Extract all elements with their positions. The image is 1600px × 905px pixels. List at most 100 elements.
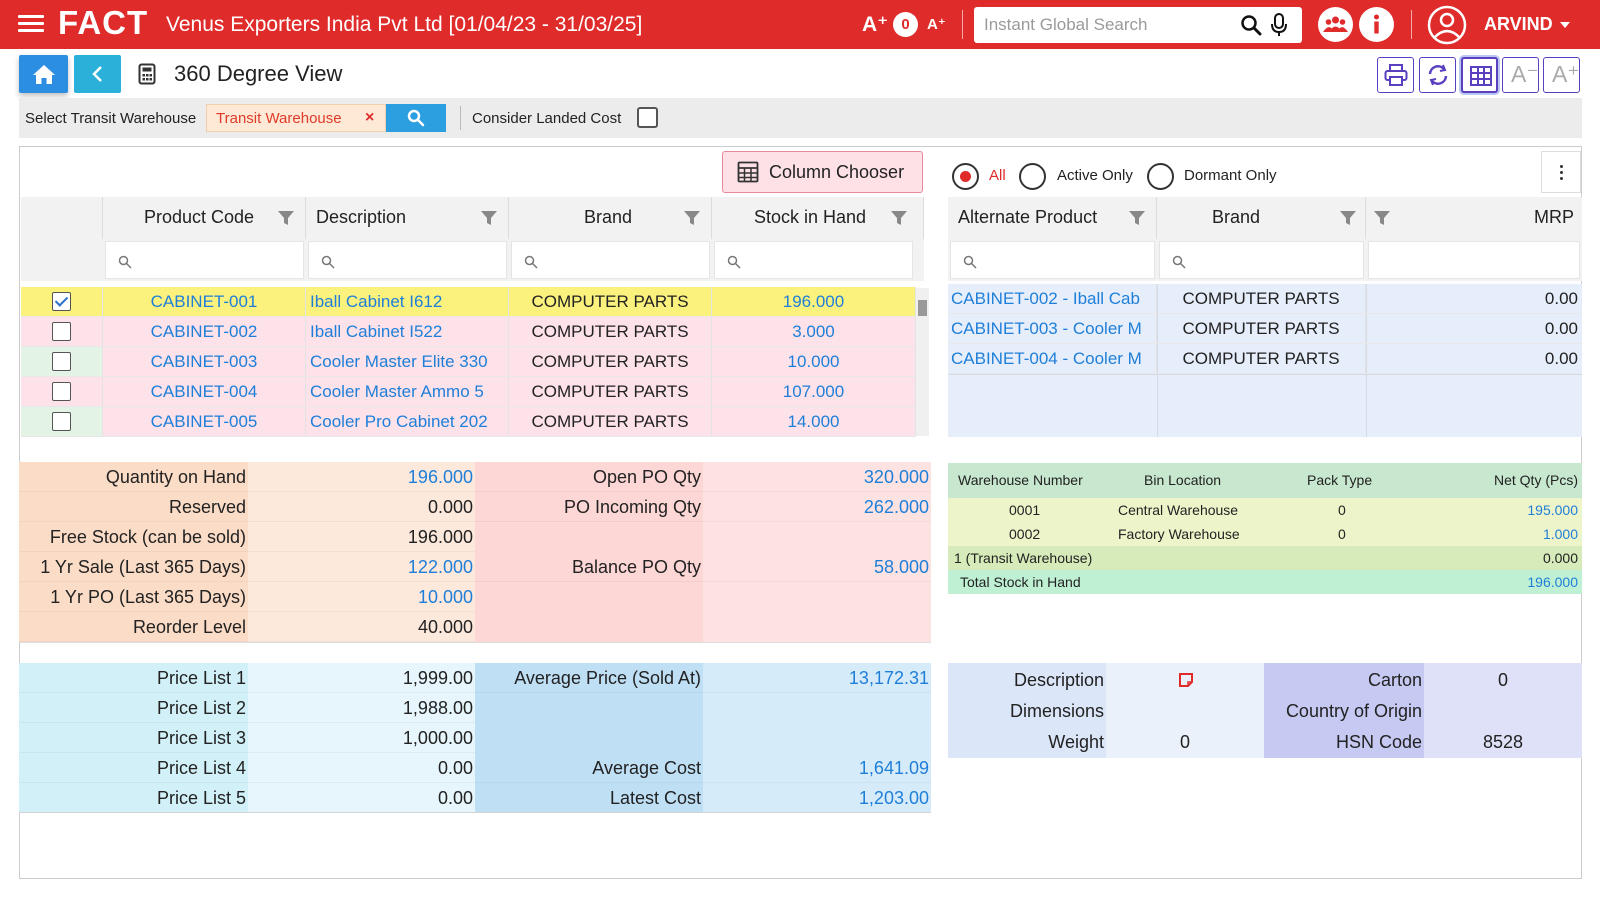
row-checkbox[interactable]: [52, 322, 71, 341]
radio-dormant-only-label[interactable]: Dormant Only: [1184, 167, 1277, 184]
radio-all-label[interactable]: All: [989, 167, 1006, 184]
product-code-cell[interactable]: CABINET-005: [103, 407, 306, 437]
product-code-header[interactable]: Product Code: [103, 197, 306, 239]
product-code-cell[interactable]: CABINET-001: [103, 287, 306, 317]
stock-cell[interactable]: 196.000: [712, 287, 916, 317]
note-icon[interactable]: [1178, 672, 1194, 688]
alt-brand-header[interactable]: Brand: [1157, 197, 1366, 239]
info-icon[interactable]: [1359, 7, 1394, 42]
filter-icon[interactable]: [890, 209, 908, 227]
stock-cell[interactable]: 107.000: [712, 377, 916, 407]
yr-po-label: 1 Yr PO (Last 365 Days): [19, 582, 248, 612]
description-cell[interactable]: Cooler Master Ammo 5: [306, 377, 509, 407]
grid-scrollbar[interactable]: [916, 288, 929, 436]
search-icon[interactable]: [1240, 14, 1262, 36]
row-checkbox[interactable]: [52, 382, 71, 401]
filter-icon[interactable]: [1339, 209, 1357, 227]
stock-filter-input[interactable]: [714, 241, 913, 279]
table-row[interactable]: CABINET-004 - Cooler M COMPUTER PARTS 0.…: [948, 344, 1582, 374]
description-cell[interactable]: Cooler Pro Cabinet 202: [306, 407, 509, 437]
mrp-filter-input[interactable]: [1368, 241, 1580, 279]
stock-in-hand-header[interactable]: Stock in Hand: [712, 197, 924, 239]
back-button[interactable]: [74, 55, 121, 93]
table-row[interactable]: CABINET-001 Iball Cabinet I612 COMPUTER …: [21, 287, 916, 317]
average-price-value[interactable]: 13,172.31: [703, 663, 931, 693]
hamburger-menu-icon[interactable]: [18, 12, 44, 36]
transit-warehouse-field[interactable]: Transit Warehouse ×: [206, 104, 386, 132]
print-button[interactable]: [1377, 57, 1414, 93]
scrollbar-thumb[interactable]: [918, 300, 927, 316]
table-row[interactable]: CABINET-005 Cooler Pro Cabinet 202 COMPU…: [21, 407, 916, 437]
chevron-down-icon[interactable]: [1560, 22, 1570, 28]
yr-po-value[interactable]: 10.000: [248, 582, 475, 612]
table-row[interactable]: CABINET-002 - Iball Cab COMPUTER PARTS 0…: [948, 284, 1582, 314]
brand-header[interactable]: Brand: [509, 197, 712, 239]
user-avatar-icon[interactable]: [1427, 5, 1467, 45]
open-po-value[interactable]: 320.000: [703, 462, 931, 492]
filter-icon[interactable]: [1373, 209, 1391, 227]
filter-icon[interactable]: [480, 209, 498, 227]
table-row[interactable]: CABINET-003 Cooler Master Elite 330 COMP…: [21, 347, 916, 377]
product-code-cell[interactable]: CABINET-003: [103, 347, 306, 377]
alternate-product-header[interactable]: Alternate Product: [948, 197, 1157, 239]
alt-product-cell[interactable]: CABINET-004 - Cooler M: [948, 344, 1157, 374]
search-icon: [1172, 255, 1186, 269]
radio-active-only-label[interactable]: Active Only: [1057, 167, 1133, 184]
clear-icon[interactable]: ×: [365, 109, 375, 126]
alt-product-filter-input[interactable]: [950, 241, 1155, 279]
home-button[interactable]: [19, 55, 68, 93]
description-cell[interactable]: Iball Cabinet I612: [306, 287, 509, 317]
row-checkbox[interactable]: [52, 412, 71, 431]
radio-all[interactable]: [952, 163, 979, 190]
microphone-icon[interactable]: [1270, 13, 1288, 37]
description-cell[interactable]: Iball Cabinet I522: [306, 317, 509, 347]
filter-icon[interactable]: [683, 209, 701, 227]
grid-view-button[interactable]: [1461, 57, 1498, 93]
brand-cell: COMPUTER PARTS: [509, 407, 712, 437]
stock-cell[interactable]: 10.000: [712, 347, 916, 377]
product-code-cell[interactable]: CABINET-002: [103, 317, 306, 347]
table-row[interactable]: CABINET-002 Iball Cabinet I522 COMPUTER …: [21, 317, 916, 347]
po-incoming-value[interactable]: 262.000: [703, 492, 931, 522]
landed-cost-checkbox[interactable]: [637, 107, 658, 128]
alt-product-cell[interactable]: CABINET-003 - Cooler M: [948, 314, 1157, 344]
mrp-header[interactable]: MRP: [1366, 197, 1582, 239]
row-checkbox[interactable]: [52, 352, 71, 371]
stock-cell[interactable]: 3.000: [712, 317, 916, 347]
stock-cell[interactable]: 14.000: [712, 407, 916, 437]
product-code-cell[interactable]: CABINET-004: [103, 377, 306, 407]
font-decrease-button[interactable]: A⁺: [927, 16, 946, 33]
radio-dormant-only[interactable]: [1147, 163, 1174, 190]
group-icon[interactable]: [1318, 7, 1353, 42]
carton-label: Carton: [1367, 670, 1422, 690]
description-header[interactable]: Description: [306, 197, 509, 239]
column-chooser-button[interactable]: Column Chooser: [722, 151, 923, 193]
description-cell[interactable]: Cooler Master Elite 330: [306, 347, 509, 377]
user-name[interactable]: ARVIND: [1484, 14, 1553, 34]
yr-sale-value[interactable]: 122.000: [248, 552, 475, 582]
description-filter-input[interactable]: [308, 241, 507, 279]
brand-filter-input[interactable]: [511, 241, 710, 279]
font-smaller-button[interactable]: A⁻: [1502, 57, 1539, 93]
global-search-input[interactable]: [984, 7, 1234, 43]
more-options-icon[interactable]: [1541, 151, 1581, 193]
product-code-filter-input[interactable]: [105, 241, 304, 279]
radio-active-only[interactable]: [1019, 163, 1046, 190]
font-increase-button[interactable]: A⁺: [862, 13, 889, 36]
alt-product-cell[interactable]: CABINET-002 - Iball Cab: [948, 284, 1157, 314]
table-row[interactable]: CABINET-003 - Cooler M COMPUTER PARTS 0.…: [948, 314, 1582, 344]
average-cost-value[interactable]: 1,641.09: [703, 753, 931, 783]
alt-brand-filter-input[interactable]: [1159, 241, 1364, 279]
refresh-button[interactable]: [1419, 57, 1456, 93]
transit-search-button[interactable]: [386, 104, 446, 132]
filter-icon[interactable]: [277, 209, 295, 227]
qty-on-hand-value[interactable]: 196.000: [248, 462, 475, 492]
balance-po-value[interactable]: 58.000: [703, 552, 931, 582]
latest-cost-value[interactable]: 1,203.00: [703, 783, 931, 813]
filter-icon[interactable]: [1128, 209, 1146, 227]
zoom-level-badge[interactable]: 0: [893, 12, 918, 37]
font-larger-button[interactable]: A⁺: [1543, 57, 1580, 93]
row-checkbox[interactable]: [52, 292, 71, 311]
search-icon: [118, 255, 132, 269]
table-row[interactable]: CABINET-004 Cooler Master Ammo 5 COMPUTE…: [21, 377, 916, 407]
